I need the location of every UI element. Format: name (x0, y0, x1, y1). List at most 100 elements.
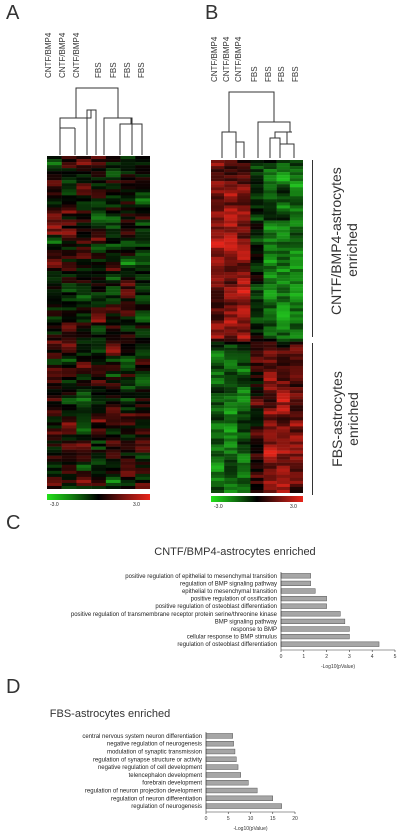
heatmap-cell (224, 447, 238, 451)
heatmap-cell (250, 402, 264, 406)
heatmap-cell (237, 211, 251, 215)
heatmap-cell (105, 464, 121, 469)
heatmap-cell (250, 317, 264, 321)
heatmap-cell (263, 380, 277, 385)
heatmap-cell (250, 441, 264, 445)
heatmap-cell (263, 471, 277, 476)
heatmap-cell (47, 383, 62, 387)
heatmap-cell (250, 371, 264, 376)
heatmap-cell (47, 440, 62, 444)
heatmap-cell (211, 408, 225, 412)
heatmap-cell (47, 407, 62, 411)
heatmap-cell (250, 268, 264, 273)
heatmap-cell (61, 470, 77, 475)
heatmap-cell (289, 281, 303, 285)
heatmap-cell (135, 452, 150, 456)
heatmap-cell (47, 476, 62, 481)
heatmap-cell (289, 468, 303, 473)
bar (205, 741, 234, 747)
heatmap-cell (76, 304, 92, 308)
heatmap-cell (237, 390, 251, 394)
heatmap-cell (263, 347, 277, 351)
heatmap-cell (61, 249, 77, 254)
heatmap-cell (289, 226, 303, 230)
heatmap-cell (289, 350, 303, 354)
heatmap-cell (250, 444, 264, 448)
heatmap-cell (276, 411, 291, 415)
heatmap-cell (61, 228, 77, 232)
heatmap-cell (47, 277, 62, 281)
heatmap-cell (250, 226, 264, 230)
heatmap-cell (263, 302, 277, 306)
heatmap-cell (289, 353, 303, 357)
heatmap-cell (276, 238, 291, 242)
heatmap-cell (211, 384, 225, 388)
heatmap-cell (135, 316, 150, 320)
heatmap-cell (91, 249, 107, 254)
heatmap-cell (289, 335, 303, 339)
heatmap-cell (61, 422, 77, 426)
heatmap-cell (250, 262, 264, 267)
heatmap-b-scale-max: 3.0 (290, 504, 297, 510)
heatmap-cell (91, 261, 107, 266)
heatmap-cell (105, 380, 121, 384)
heatmap-cell (237, 371, 251, 376)
heatmap-cell (76, 416, 92, 420)
heatmap-cell (135, 380, 150, 384)
heatmap-cell (91, 358, 107, 363)
heatmap-cell (224, 241, 238, 245)
heatmap-cell (263, 393, 277, 397)
heatmap-cell (263, 175, 277, 179)
heatmap-cell (47, 434, 62, 438)
heatmap-cell (47, 404, 62, 408)
heatmap-cell (76, 159, 92, 163)
heatmap-cell (237, 405, 251, 409)
heatmap-cell (47, 222, 62, 226)
heatmap-cell (224, 272, 238, 276)
heatmap-cell (61, 177, 77, 181)
heatmap-cell (76, 183, 92, 187)
heatmap-cell (76, 180, 92, 184)
heatmap-cell (76, 407, 92, 411)
heatmap-cell (105, 216, 121, 220)
heatmap-cell (91, 401, 107, 405)
heatmap-cell (237, 326, 251, 330)
heatmap-cell (250, 438, 264, 442)
heatmap-cell (120, 461, 136, 465)
heatmap-cell (61, 482, 77, 487)
heatmap-cell (135, 274, 150, 278)
heatmap-cell (289, 414, 303, 418)
heatmap-cell (211, 259, 225, 264)
heatmap-cell (289, 238, 303, 242)
heatmap-cell (135, 298, 150, 302)
heatmap-cell (47, 234, 62, 238)
heatmap-cell (237, 281, 251, 285)
heatmap-cell (289, 193, 303, 197)
heatmap-cell (224, 232, 238, 236)
heatmap-cell (91, 271, 107, 275)
heatmap-cell (224, 293, 238, 297)
heatmap-cell (91, 352, 107, 356)
heatmap-cell (61, 355, 77, 360)
heatmap-cell (289, 441, 303, 445)
heatmap-cell (263, 259, 277, 264)
heatmap-cell (250, 287, 264, 291)
heatmap-cell (135, 364, 150, 369)
heatmap-cell (76, 410, 92, 414)
heatmap-cell (276, 265, 291, 270)
heatmap-cell (263, 293, 277, 297)
heatmap-cell (91, 316, 107, 320)
heatmap-cell (250, 323, 264, 327)
heatmap-cell (120, 168, 136, 172)
heatmap-cell (289, 462, 303, 466)
heatmap-cell (263, 308, 277, 312)
heatmap-cell (263, 450, 277, 454)
heatmap-cell (135, 174, 150, 178)
heatmap-cell (105, 431, 121, 435)
heatmap-cell (91, 268, 107, 272)
heatmap-a-scale-max: 3.0 (133, 502, 140, 508)
heatmap-cell (237, 429, 251, 433)
heatmap-cell (61, 479, 77, 484)
heatmap-cell (61, 431, 77, 435)
heatmap-cell (250, 411, 264, 415)
